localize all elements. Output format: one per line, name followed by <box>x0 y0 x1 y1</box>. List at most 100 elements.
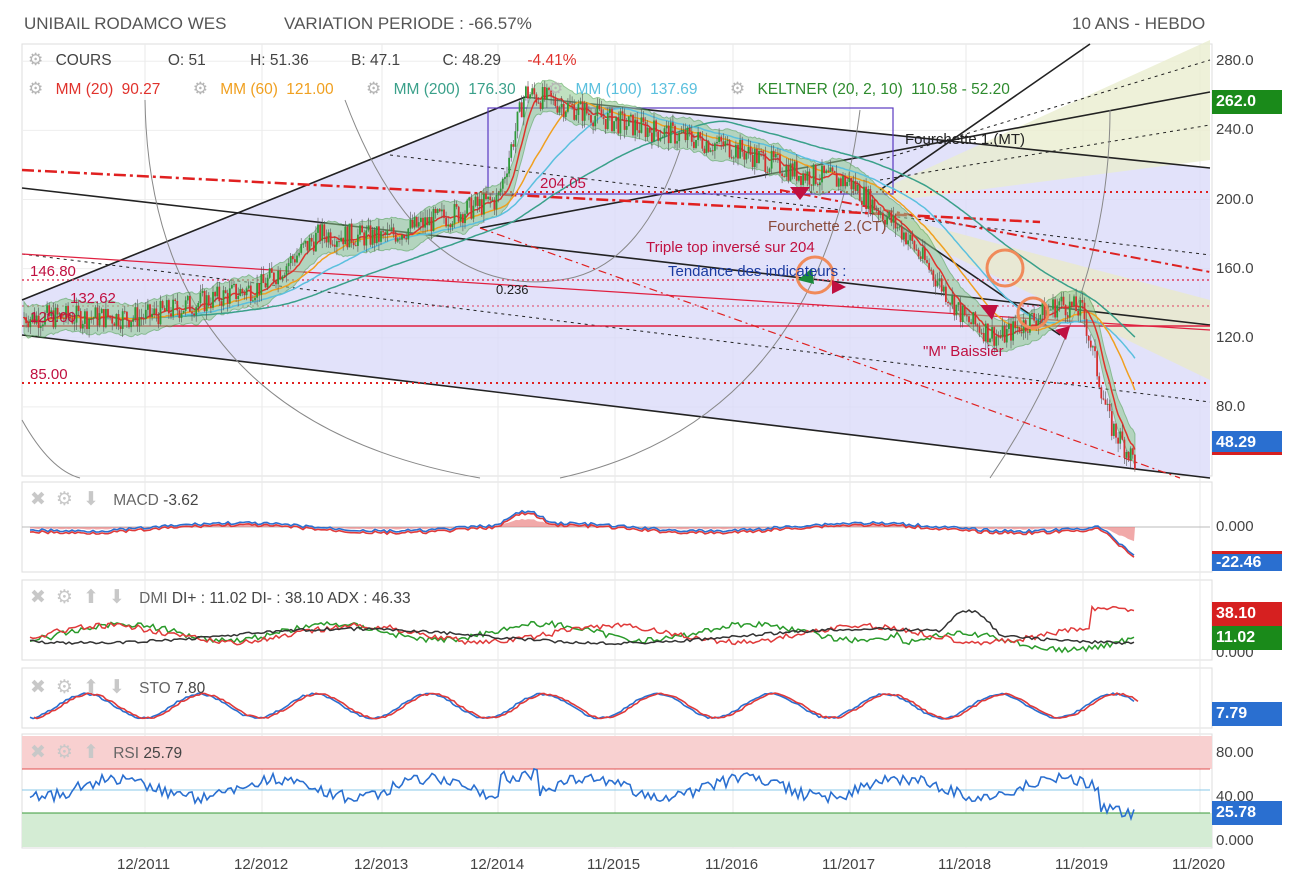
candle <box>840 178 842 187</box>
candle <box>682 130 685 133</box>
close-icon[interactable]: ✖ <box>30 489 46 510</box>
candle <box>564 111 567 117</box>
candle <box>579 101 582 105</box>
candle <box>373 229 376 244</box>
candle <box>1014 321 1017 329</box>
candle <box>270 268 273 273</box>
candle <box>443 209 445 218</box>
close-icon[interactable]: ✖ <box>30 742 46 763</box>
candle <box>388 229 391 231</box>
candle <box>1121 431 1124 440</box>
candle <box>787 165 790 181</box>
open-value: O: 51 <box>167 52 206 69</box>
gear-icon[interactable]: ⚙ <box>547 79 564 98</box>
candle <box>193 313 195 316</box>
arrow-up-icon[interactable]: ⬆ <box>82 677 99 698</box>
candle <box>850 178 853 190</box>
candle <box>445 217 447 227</box>
candle <box>294 259 296 263</box>
candle <box>1058 301 1061 306</box>
candle <box>197 303 200 308</box>
candle <box>266 277 269 288</box>
candle <box>256 283 258 298</box>
level-146: 146.80 <box>30 263 76 280</box>
candle <box>833 171 836 173</box>
candle <box>1060 296 1063 302</box>
candle <box>861 200 863 205</box>
rsi-label: RSI <box>113 745 140 762</box>
gear-icon[interactable]: ⚙ <box>55 677 73 698</box>
gear-icon[interactable]: ⚙ <box>55 742 73 763</box>
candle <box>63 318 65 320</box>
x-axis-tick: 11/2017 <box>822 856 876 873</box>
arrow-down-icon[interactable]: ⬇ <box>108 677 125 698</box>
legend-row-1: ⚙ COURS O: 51 H: 51.36 B: 47.1 C: 48.29 … <box>28 50 577 70</box>
candle <box>915 249 918 251</box>
gear-icon[interactable]: ⚙ <box>55 489 73 510</box>
rsi-line <box>29 767 1135 822</box>
candle <box>1106 403 1109 405</box>
candle <box>995 336 998 346</box>
sto-label: STO <box>139 680 171 697</box>
candle <box>88 318 90 329</box>
candle <box>348 223 351 248</box>
candle <box>921 247 924 259</box>
candle <box>27 323 30 328</box>
adx-line <box>29 609 1135 646</box>
gear-icon[interactable]: ⚙ <box>366 79 382 98</box>
arrow-up-icon[interactable]: ⬆ <box>82 587 99 608</box>
arrow-down-icon[interactable]: ⬇ <box>108 587 125 608</box>
candle <box>237 295 240 300</box>
candle <box>354 245 357 247</box>
annotation-fourchette1: Fourchette 1.(MT) <box>905 131 1026 148</box>
candle <box>1117 437 1119 444</box>
candle <box>455 204 458 207</box>
y-axis-tick: 80.0 <box>1216 397 1246 415</box>
period-label[interactable]: 10 ANS - HEBDO <box>1072 14 1206 33</box>
gear-icon[interactable]: ⚙ <box>28 79 44 98</box>
candle <box>56 307 59 315</box>
candle <box>37 315 40 328</box>
macd-label: MACD <box>113 492 159 509</box>
candle <box>766 171 769 173</box>
candle <box>287 263 290 267</box>
candle <box>869 189 872 214</box>
candle <box>829 167 832 172</box>
rsi-tick-80: 80.00 <box>1216 744 1254 761</box>
candle <box>453 204 456 224</box>
gear-icon[interactable]: ⚙ <box>55 587 73 608</box>
candle <box>655 120 657 132</box>
candle <box>1020 332 1023 334</box>
candle <box>951 295 954 305</box>
gear-icon[interactable]: ⚙ <box>28 50 44 69</box>
level-85: 85.00 <box>30 366 68 383</box>
candle <box>504 177 506 179</box>
candle <box>932 270 935 280</box>
candle <box>291 256 294 260</box>
candle <box>877 210 880 215</box>
candle <box>285 266 288 276</box>
arrow-down-icon[interactable]: ⬇ <box>82 489 99 510</box>
candle <box>113 323 116 326</box>
candle <box>823 165 825 174</box>
mm60-value: 121.00 <box>286 81 334 98</box>
mm60-line <box>23 101 1136 391</box>
candle <box>447 224 450 227</box>
candle <box>934 279 937 287</box>
candle <box>413 216 416 228</box>
gear-icon[interactable]: ⚙ <box>192 79 208 98</box>
close-icon[interactable]: ✖ <box>30 677 46 698</box>
candle <box>60 313 63 319</box>
candle <box>1134 454 1136 470</box>
arrow-up-icon[interactable]: ⬆ <box>82 742 99 763</box>
candle <box>554 97 557 106</box>
candle <box>1119 431 1122 444</box>
close-icon[interactable]: ✖ <box>30 587 46 608</box>
candle <box>480 199 483 215</box>
candle <box>648 127 651 133</box>
candle <box>907 240 909 245</box>
candle <box>436 209 439 214</box>
gear-icon[interactable]: ⚙ <box>729 79 746 98</box>
candle <box>1071 301 1073 307</box>
